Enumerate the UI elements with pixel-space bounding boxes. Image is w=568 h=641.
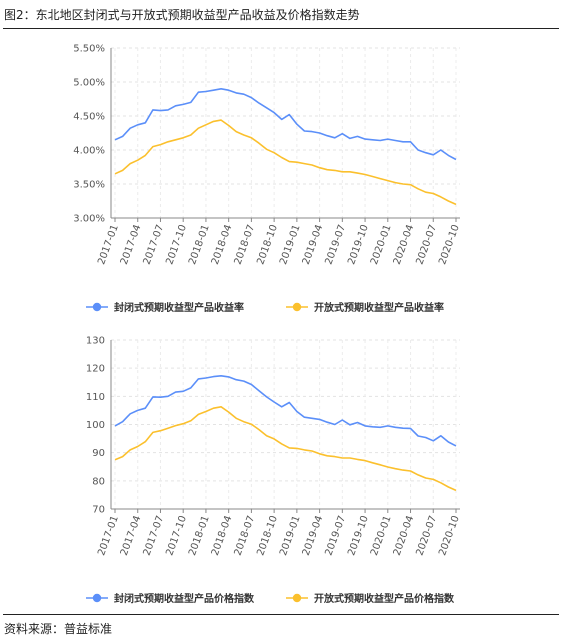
x-tick-label: 2019-07	[324, 223, 349, 266]
legend-item-2[interactable]: 开放式预期收益型产品价格指数	[286, 592, 455, 605]
x-tick-label: 2019-01	[278, 514, 303, 557]
legend-item-1[interactable]: 封闭式预期收益型产品价格指数	[86, 592, 255, 605]
x-tick-label: 2020-10	[437, 223, 462, 266]
x-tick-label: 2018-10	[255, 223, 280, 266]
x-tick-label: 2020-04	[392, 514, 417, 557]
legend-label: 开放式预期收益型产品收益率	[314, 301, 444, 314]
y-tick-label: 130	[86, 336, 105, 347]
x-tick-label: 2020-04	[392, 223, 417, 266]
x-tick-label: 2019-10	[346, 514, 371, 557]
x-tick-label: 2018-10	[255, 514, 280, 557]
legend-marker	[292, 302, 302, 312]
x-tick-label: 2020-01	[369, 223, 394, 266]
x-tick-label: 2020-07	[414, 514, 439, 557]
y-tick-label: 100	[86, 420, 105, 431]
x-tick-label: 2017-07	[142, 223, 167, 266]
x-tick-label: 2017-10	[164, 223, 189, 266]
legend-marker	[92, 302, 102, 312]
chart-2: 7080901001101201302017-012017-042017-072…	[86, 336, 462, 606]
x-tick-label: 2018-01	[187, 223, 212, 266]
y-tick-label: 120	[86, 364, 105, 375]
y-tick-label: 110	[86, 392, 105, 403]
legend-label: 开放式预期收益型产品价格指数	[314, 592, 455, 605]
y-tick-label: 4.00%	[73, 146, 105, 157]
y-tick-label: 5.50%	[73, 44, 105, 55]
y-tick-label: 4.50%	[73, 112, 105, 123]
x-tick-label: 2017-07	[142, 514, 167, 557]
series-line-2	[114, 406, 457, 492]
x-tick-label: 2018-07	[233, 514, 258, 557]
source-note: 资料来源：普益标准	[4, 622, 113, 636]
x-tick-label: 2017-04	[119, 223, 144, 266]
x-tick-label: 2020-07	[414, 223, 439, 266]
x-tick-label: 2020-10	[437, 514, 462, 557]
x-tick-label: 2017-01	[96, 514, 121, 557]
x-tick-label: 2018-04	[210, 514, 235, 557]
series-line-1	[114, 88, 457, 161]
x-tick-label: 2019-04	[301, 223, 326, 266]
x-tick-label: 2017-10	[164, 514, 189, 557]
x-tick-label: 2017-01	[96, 223, 121, 266]
x-tick-label: 2019-04	[301, 514, 326, 557]
x-tick-label: 2019-10	[346, 223, 371, 266]
legend-marker	[92, 593, 102, 603]
x-tick-label: 2020-01	[369, 514, 394, 557]
legend-marker	[292, 593, 302, 603]
legend-item-1[interactable]: 封闭式预期收益型产品收益率	[86, 301, 244, 314]
legend-label: 封闭式预期收益型产品价格指数	[114, 592, 255, 605]
series-line-2	[114, 119, 457, 206]
figure-frame	[3, 28, 559, 615]
x-tick-label: 2019-01	[278, 223, 303, 266]
x-tick-label: 2018-01	[187, 514, 212, 557]
y-tick-label: 3.00%	[73, 214, 105, 225]
series-line-1	[114, 375, 457, 447]
legend-item-2[interactable]: 开放式预期收益型产品收益率	[286, 301, 444, 314]
y-tick-label: 90	[92, 448, 105, 459]
y-tick-label: 70	[92, 505, 105, 516]
x-tick-label: 2019-07	[324, 514, 349, 557]
y-tick-label: 5.00%	[73, 78, 105, 89]
x-tick-label: 2017-04	[119, 514, 144, 557]
y-tick-label: 80	[92, 476, 105, 487]
legend-label: 封闭式预期收益型产品收益率	[114, 301, 244, 314]
chart-1: 3.00%3.50%4.00%4.50%5.00%5.50%2017-01201…	[73, 44, 462, 315]
x-tick-label: 2018-07	[233, 223, 258, 266]
figure-title: 图2：东北地区封闭式与开放式预期收益型产品收益及价格指数走势	[4, 8, 360, 22]
x-tick-label: 2018-04	[210, 223, 235, 266]
y-tick-label: 3.50%	[73, 180, 105, 191]
